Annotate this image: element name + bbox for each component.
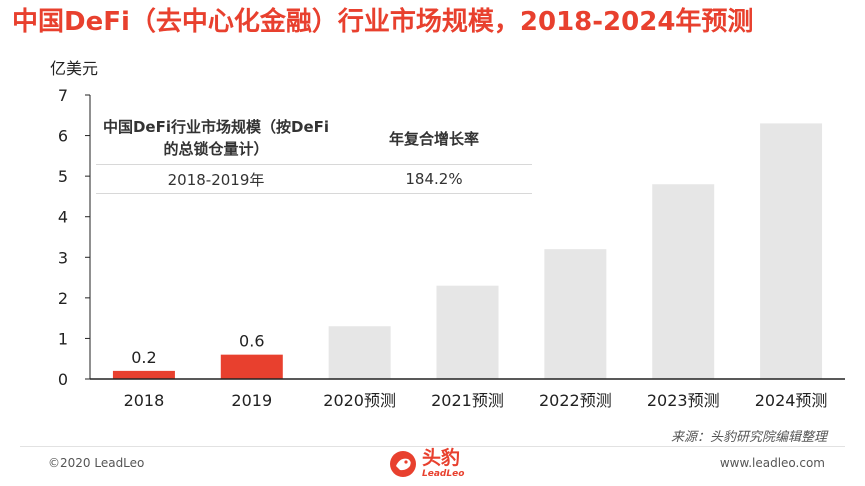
y-tick-label: 1: [58, 329, 68, 348]
y-tick-label: 2: [58, 289, 68, 308]
y-tick-label: 6: [58, 127, 68, 146]
cagr-table-row: 2018-2019年 184.2%: [96, 164, 532, 194]
y-tick-label: 3: [58, 248, 68, 267]
bar: [760, 123, 823, 380]
x-category-label: 2021预测: [431, 391, 504, 410]
bar: [652, 184, 715, 379]
bar: [544, 249, 607, 379]
x-category-label: 2020预测: [323, 391, 396, 410]
y-tick-label: 5: [58, 167, 68, 186]
bar: [112, 370, 175, 379]
logo-text-cn: 头豹: [422, 447, 461, 469]
y-tick-label: 4: [58, 208, 68, 227]
leopard-logo-icon: [390, 451, 416, 477]
footer-copyright: ©2020 LeadLeo: [48, 456, 145, 470]
x-category-label: 2019: [231, 391, 272, 410]
cagr-period: 2018-2019年: [167, 170, 265, 189]
y-axis-unit-label: 亿美元: [50, 59, 99, 78]
x-category-label: 2018: [124, 391, 165, 410]
source-note: 来源：头豹研究院编辑整理: [670, 430, 827, 445]
footer-logo: 头豹 LeadLeo: [388, 446, 464, 482]
cagr-table-header: 中国DeFi行业市场规模（按DeFi的总锁仓量计） 年复合增长率: [96, 112, 532, 164]
footer-website[interactable]: www.leadleo.com: [719, 456, 825, 470]
x-category-label: 2022预测: [539, 391, 612, 410]
x-category-label: 2024预测: [755, 391, 828, 410]
page-title: 中国DeFi（去中心化金融）行业市场规模，2018-2024年预测: [12, 7, 754, 37]
bar: [328, 326, 391, 379]
cagr-table: 中国DeFi行业市场规模（按DeFi的总锁仓量计） 年复合增长率 2018-20…: [96, 112, 532, 194]
bar-data-label: 0.2: [131, 348, 156, 367]
bar: [436, 285, 499, 379]
footer-divider: [20, 446, 845, 447]
cagr-header-growth-rate: 年复合增长率: [388, 129, 479, 148]
bar-chart: 0 1 2 3 4 5 6 7 0.2 2018 0.6 2019 2020预测 2021预测 2022预测…: [58, 86, 845, 410]
y-tick-label: 0: [58, 370, 68, 389]
bar: [220, 354, 283, 379]
cagr-header-market-size: 中国DeFi行业市场规模（按DeFi的总锁仓量计）: [102, 118, 330, 158]
cagr-rate: 184.2%: [405, 170, 463, 188]
x-category-label: 2023预测: [647, 391, 720, 410]
logo-text-en: LeadLeo: [422, 469, 465, 479]
y-tick-label: 7: [58, 86, 68, 105]
bar-data-label: 0.6: [239, 332, 264, 351]
